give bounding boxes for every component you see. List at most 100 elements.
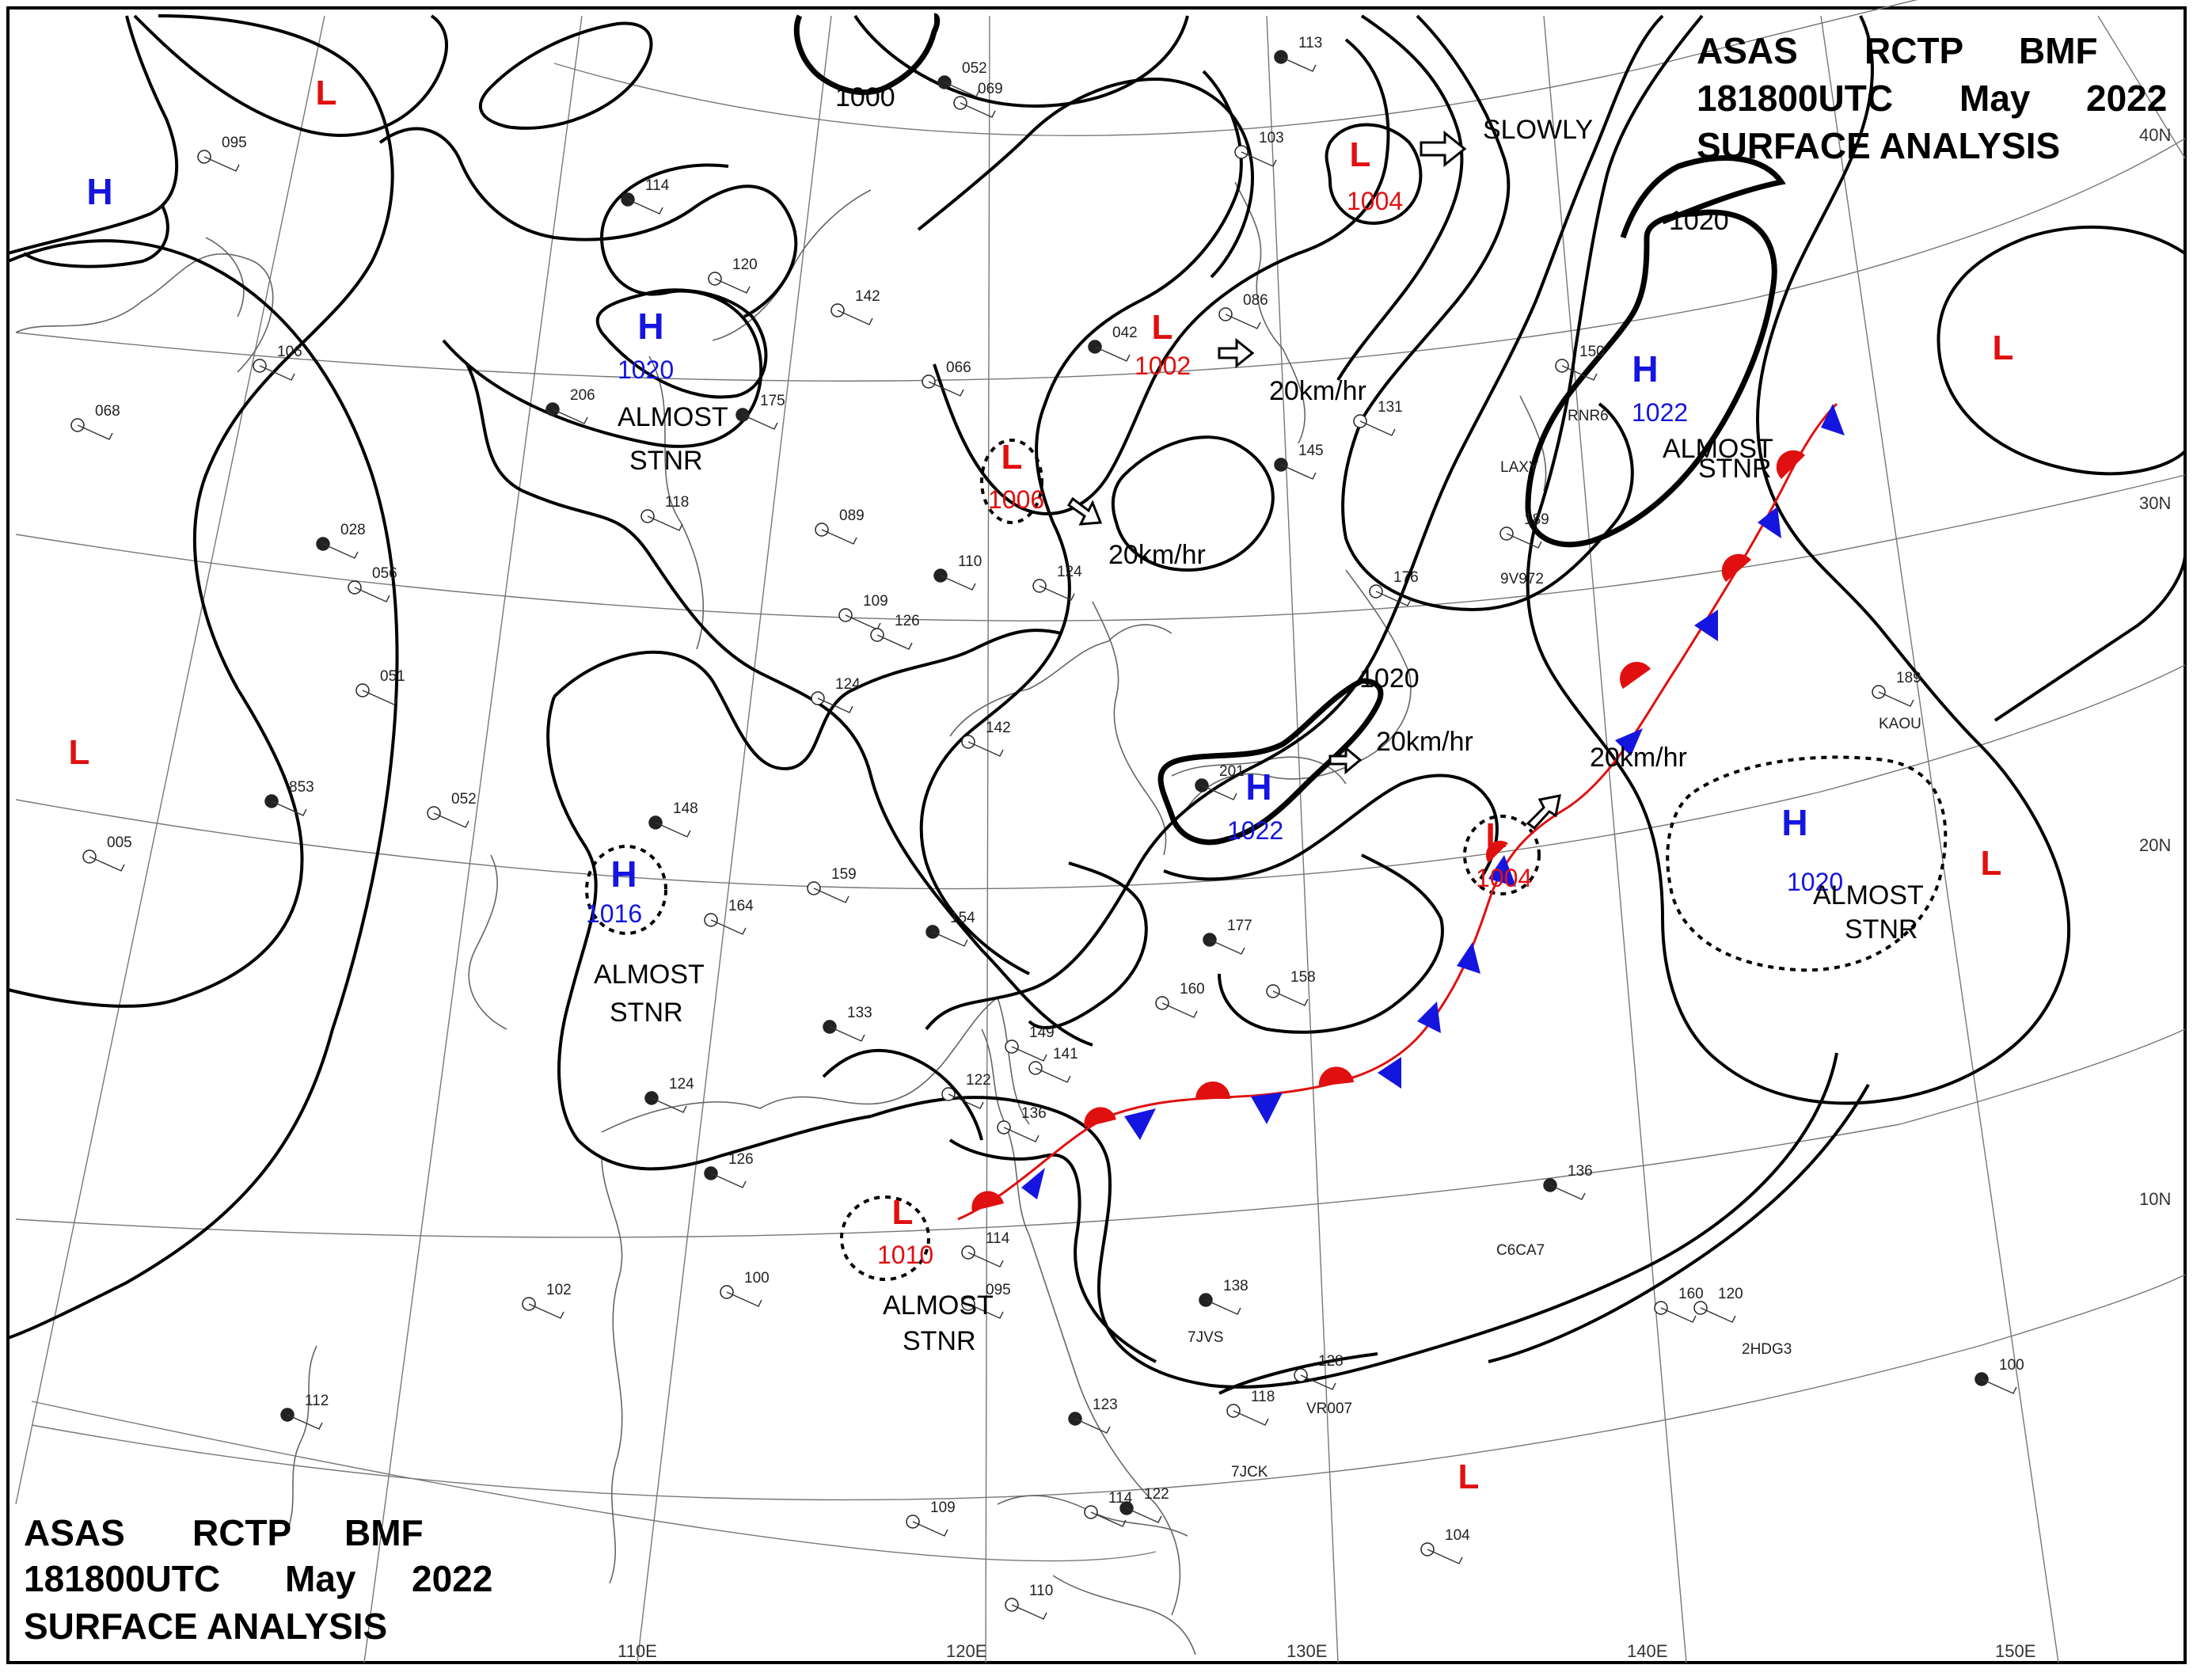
wind-barb — [1981, 1378, 2017, 1394]
lat-label: 40N — [2139, 125, 2171, 145]
station-pressure: 106 — [277, 344, 302, 360]
dashed-isobar — [840, 1195, 930, 1281]
pressure-value: 1022 — [1227, 816, 1283, 845]
isobar — [478, 21, 653, 130]
low-pressure-symbol: L — [1981, 844, 2002, 883]
meridian-line — [1820, 15, 2059, 1663]
meridian-line — [1543, 15, 1687, 1663]
wind-barb — [655, 822, 691, 838]
wind-barb — [1201, 785, 1237, 800]
almost-label: ALMOST — [1813, 880, 1924, 910]
warm-front-bump — [1485, 840, 1508, 863]
meridian-line — [363, 15, 583, 1663]
coastline — [949, 624, 1173, 737]
wind-barb — [1549, 1184, 1586, 1200]
warm-front-bump — [971, 1191, 1004, 1211]
lat-label: 10N — [2139, 1189, 2171, 1209]
station-pressure: 028 — [340, 522, 366, 538]
header-bottom: ASAS RCTP BMF 181800UTC May 2022 SURFACE… — [24, 1512, 492, 1647]
station-pressure: 005 — [107, 834, 132, 851]
station-pressure: 114 — [986, 1230, 1010, 1247]
movement-arrow — [1218, 337, 1255, 369]
coastline — [15, 253, 274, 373]
movement-arrow — [1526, 794, 1561, 830]
warm-front-bump — [1195, 1081, 1230, 1099]
wind-barb — [817, 697, 853, 713]
isobar — [1218, 1352, 1378, 1395]
wind-barb — [651, 1097, 687, 1113]
isobar — [1526, 14, 2071, 1105]
speed-label: 20km/hr — [1269, 376, 1366, 406]
station-pressure: 113 — [1298, 35, 1322, 51]
wind-barb — [1878, 691, 1914, 707]
wind-barb — [710, 1173, 747, 1188]
station-id: 7JVS — [1188, 1329, 1223, 1346]
pressure-value: 1020 — [618, 355, 674, 384]
wind-barb — [813, 888, 849, 903]
isobar — [553, 629, 1062, 770]
wind-barb — [960, 102, 996, 118]
station-pressure: 089 — [839, 507, 865, 524]
meridian-line — [15, 15, 325, 1505]
parallel-line — [31, 1274, 2186, 1501]
station-pressure: 126 — [895, 613, 920, 629]
station-pressure: 118 — [1251, 1389, 1275, 1405]
isobar-label: 1000 — [835, 82, 895, 112]
cold-front-triangle — [1021, 1168, 1045, 1199]
lat-label: 20N — [2139, 835, 2171, 855]
wind-barb — [322, 543, 359, 559]
stnr-label: STNR — [610, 998, 683, 1028]
coastline — [601, 1155, 623, 1584]
isobar — [22, 205, 169, 268]
stnr-label: STNR — [1845, 914, 1918, 945]
wind-barb — [1011, 1604, 1047, 1620]
wind-barb — [837, 310, 873, 325]
wind-barb — [967, 1252, 1004, 1268]
header-month: May — [285, 1558, 356, 1599]
parallel-line — [31, 1401, 1157, 1562]
isobar-label: 1020 — [1359, 663, 1420, 694]
wind-barb — [1359, 420, 1396, 436]
isobar — [1341, 14, 1634, 612]
station-id: C6CA7 — [1496, 1242, 1545, 1259]
wind-barb — [77, 424, 113, 440]
graticule-labels: 110E 120E 130E 140E 150E 40N 30N 20N 10N — [618, 125, 2171, 1661]
parallel-line — [15, 664, 2186, 890]
header-month: May — [1959, 78, 2031, 119]
wind-barb — [203, 156, 240, 172]
wind-barb — [726, 1291, 762, 1307]
high-pressure-symbol: H — [1632, 348, 1658, 390]
wind-barb — [928, 381, 964, 397]
movement-arrow — [1420, 130, 1467, 168]
coastline — [1234, 181, 1306, 444]
station-pressure: 124 — [669, 1076, 694, 1093]
station-pressure: 853 — [289, 779, 314, 796]
warm-front-bump — [1721, 553, 1751, 582]
low-pressure-symbol: L — [316, 74, 337, 112]
dashed-isobars — [585, 439, 1948, 1281]
isobar — [7, 14, 394, 1008]
station-pressure: 142 — [855, 288, 880, 305]
wind-barb — [552, 409, 588, 424]
station-id: KAOU — [1879, 716, 1921, 732]
wind-barb — [1209, 939, 1245, 955]
coastline — [284, 1345, 317, 1537]
isobar — [546, 696, 872, 1171]
coastline — [1092, 601, 1167, 856]
dashed-isobar — [1463, 815, 1541, 895]
cold-front-triangle — [1457, 942, 1480, 974]
warm-front-bump — [1084, 1107, 1116, 1127]
station-pressure: 104 — [1445, 1527, 1470, 1544]
wind-barb — [354, 587, 390, 602]
pressure-value: 1002 — [1135, 352, 1191, 380]
wind-barb — [742, 414, 778, 430]
station-pressure: 136 — [1568, 1163, 1593, 1180]
isobar-1020 — [1157, 678, 1384, 846]
station-id: 2HDG3 — [1742, 1341, 1792, 1358]
lon-label: 110E — [618, 1641, 657, 1661]
station-pressure: 176 — [1393, 569, 1419, 586]
wind-barb — [1280, 56, 1317, 72]
dashed-isobar — [980, 439, 1043, 524]
station-pressure: 109 — [863, 593, 888, 610]
header-agency: ASAS — [1697, 30, 1798, 71]
